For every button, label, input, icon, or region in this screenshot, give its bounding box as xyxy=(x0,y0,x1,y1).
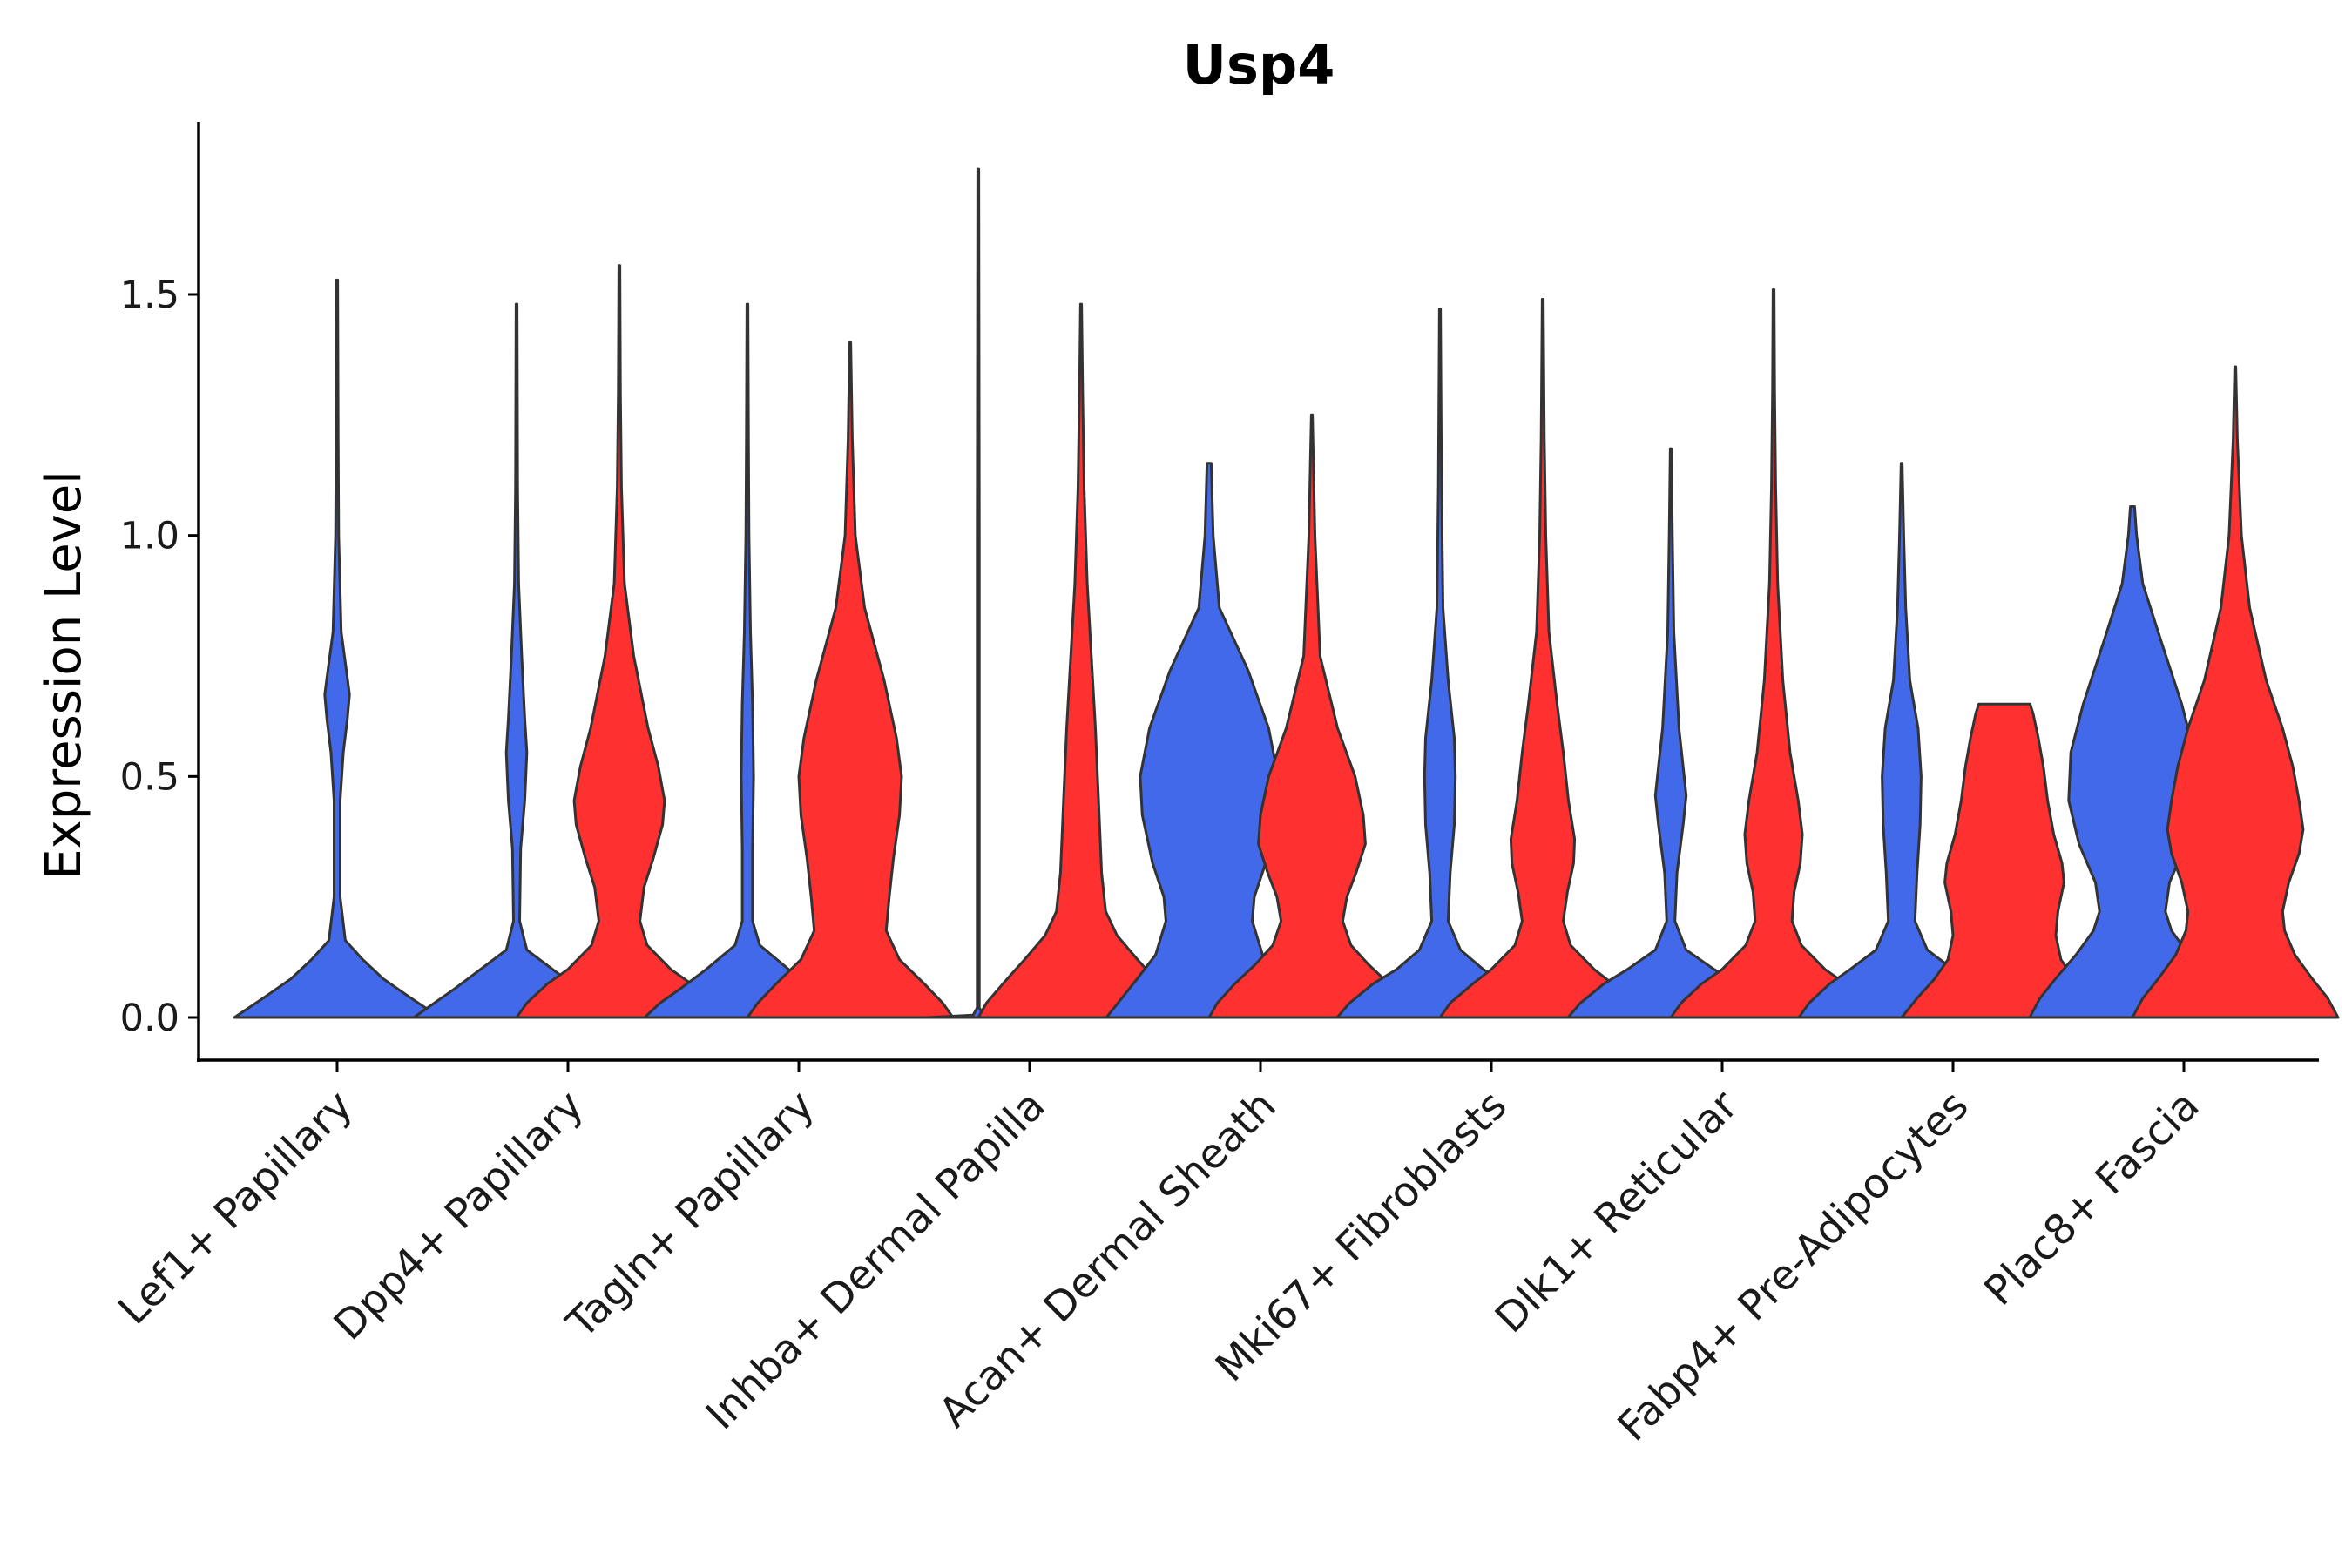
violin-group-red xyxy=(515,264,724,1019)
violin-group-red xyxy=(746,341,955,1019)
violin-group-red xyxy=(1900,702,2109,1019)
violin-group-blue xyxy=(412,302,621,1019)
x-category-label: Plac8+ Fascia xyxy=(1976,1082,2209,1315)
violin-group-blue xyxy=(1105,462,1314,1019)
y-axis-ticks: 0.0 0.5 1.0 1.5 xyxy=(120,274,199,1040)
violin-group-blue xyxy=(1566,447,1775,1019)
violin-group-blue xyxy=(643,302,852,1019)
y-tick-label: 1.0 xyxy=(120,515,179,558)
y-tick-label: 1.5 xyxy=(120,274,179,317)
plot-area xyxy=(233,167,2340,1019)
violin-group-red xyxy=(1438,298,1647,1019)
y-tick-label: 0.5 xyxy=(120,755,179,799)
x-category-label: Lef1+ Papillary xyxy=(110,1082,362,1335)
violin-group-red xyxy=(2131,365,2340,1019)
y-axis-label: Expression Level xyxy=(36,470,92,880)
x-category-label: Dpp4+ Papillary xyxy=(325,1082,593,1350)
violin-group-red xyxy=(1669,288,1878,1019)
violin-group-blue xyxy=(925,167,1031,1019)
y-tick-label: 0.0 xyxy=(120,997,179,1040)
x-category-label: Dlk1+ Reticular xyxy=(1486,1081,1747,1342)
violin-group-blue xyxy=(1335,308,1544,1019)
violin-group-blue xyxy=(1797,462,2006,1019)
chart-title: Usp4 xyxy=(1183,33,1335,97)
violin-group-red xyxy=(1207,413,1416,1019)
violin-group-red xyxy=(977,302,1186,1019)
violin-group-blue xyxy=(2028,505,2237,1019)
violin-group-blue xyxy=(233,278,442,1019)
x-category-label: Tagln+ Papillary xyxy=(558,1082,824,1348)
